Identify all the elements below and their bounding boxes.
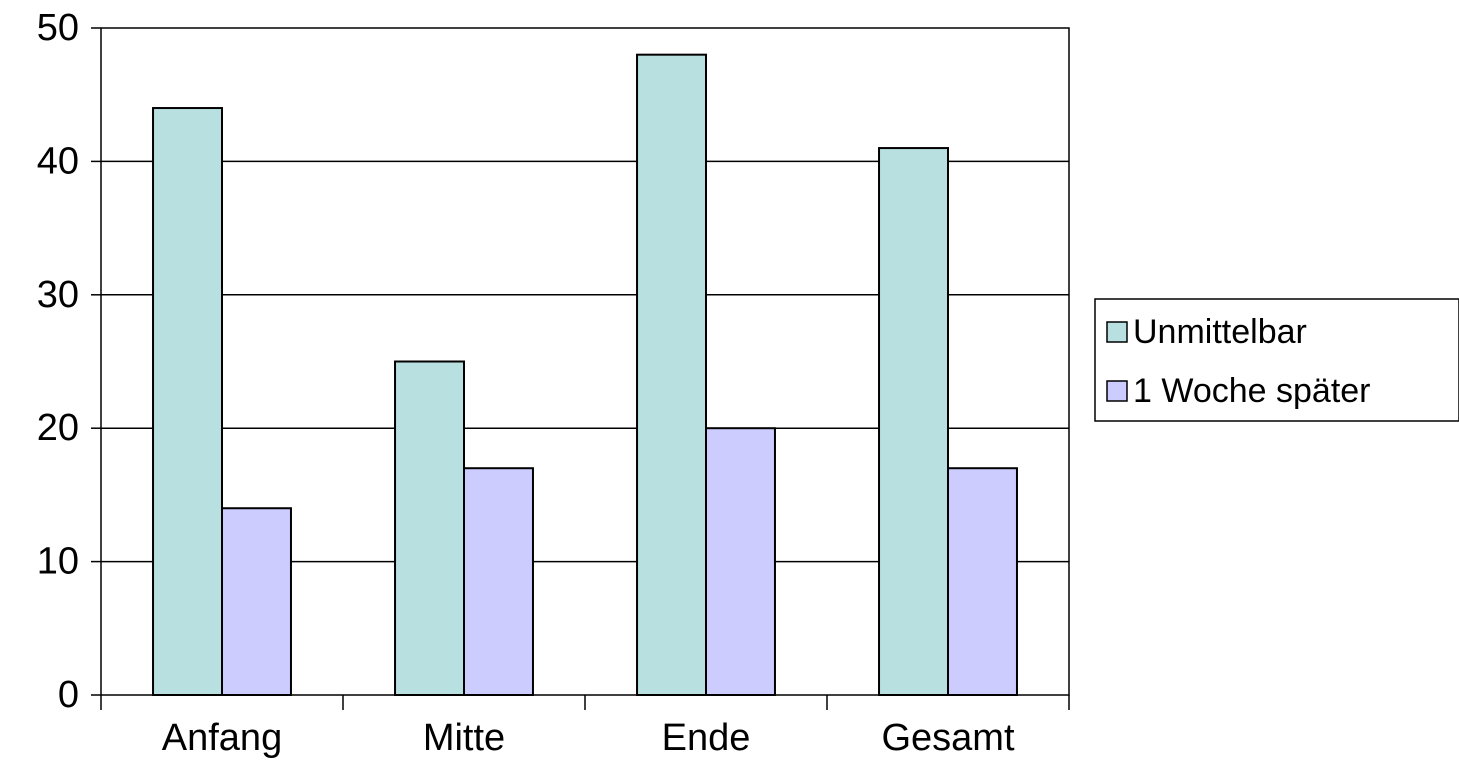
bars xyxy=(152,53,1018,697)
bar-anfang-series-2 xyxy=(221,507,292,696)
bar-gesamt-series-2 xyxy=(947,467,1018,696)
x-axis-tick-labels: Anfang Mitte Ende Gesamt xyxy=(162,717,1015,759)
legend-swatch-series-2 xyxy=(1106,380,1128,402)
y-tick-label: 0 xyxy=(58,674,79,716)
axes xyxy=(91,27,1070,710)
bar-ende-series-1 xyxy=(636,53,708,697)
legend-swatch-series-1 xyxy=(1106,321,1128,343)
y-tick-label: 50 xyxy=(37,7,79,49)
legend-box xyxy=(1094,298,1459,422)
x-tick-label: Mitte xyxy=(423,717,505,759)
x-tick-label: Anfang xyxy=(162,717,282,759)
legend-label-series-1: Unmittelbar xyxy=(1133,313,1307,351)
x-tick-label: Gesamt xyxy=(881,717,1014,759)
y-tick-label: 20 xyxy=(37,407,79,449)
y-axis-tick-labels: 0 10 20 30 40 50 xyxy=(37,7,79,716)
bar-gesamt-series-1 xyxy=(878,147,950,696)
bar-mitte-series-1 xyxy=(394,360,465,696)
legend-label-series-2: 1 Woche später xyxy=(1133,372,1371,410)
bar-anfang-series-1 xyxy=(152,107,223,697)
y-tick-label: 40 xyxy=(37,140,79,182)
y-tick-label: 10 xyxy=(37,541,79,583)
x-tick-label: Ende xyxy=(662,717,751,759)
legend: Unmittelbar 1 Woche später xyxy=(1094,298,1459,422)
bar-mitte-series-2 xyxy=(463,467,534,696)
y-tick-label: 30 xyxy=(37,274,79,316)
bar-ende-series-2 xyxy=(705,427,776,696)
